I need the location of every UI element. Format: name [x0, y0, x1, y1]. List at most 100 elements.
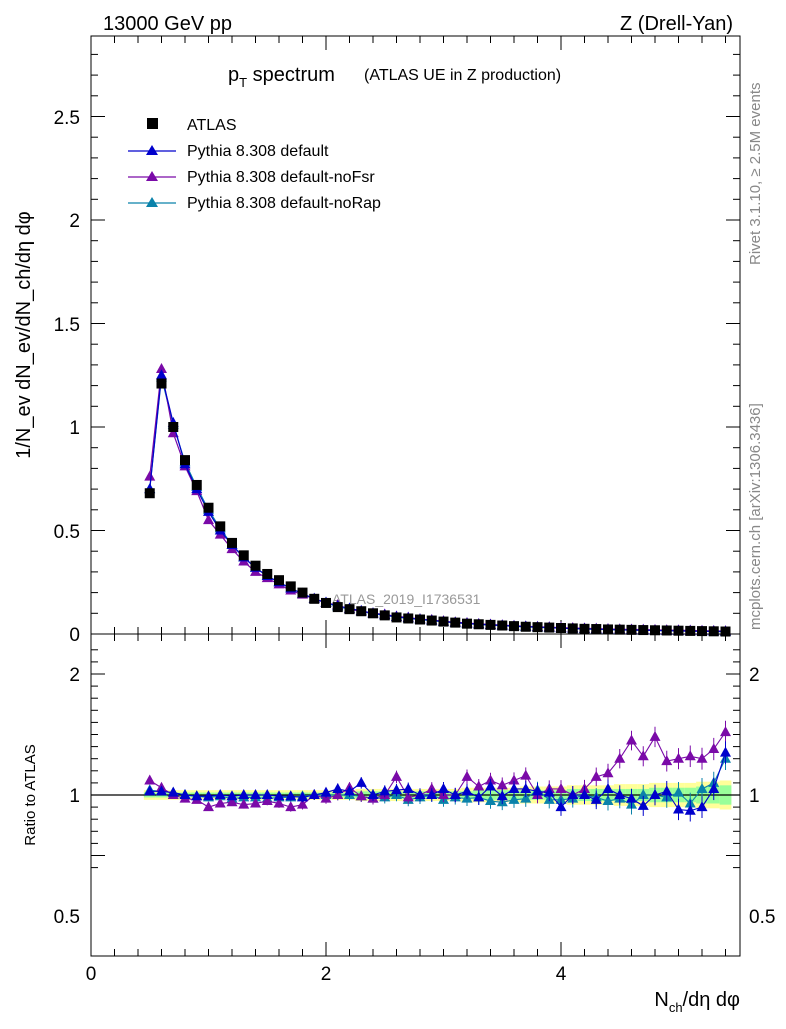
ratio-marker-2	[285, 801, 297, 812]
ratio-marker-1	[167, 786, 179, 797]
header-left: 13000 GeV pp	[103, 13, 232, 35]
data-point	[673, 625, 684, 636]
ratio-marker-1	[555, 801, 567, 812]
ratio-marker-1	[238, 789, 250, 799]
mcplots-label: mcplots.cern.ch [arXiv:1306.3436]	[747, 403, 764, 630]
series-marker-2	[144, 470, 156, 481]
x-label-main: N	[654, 989, 668, 1011]
data-point	[415, 614, 425, 625]
ratio-marker-2	[250, 797, 261, 808]
title-sub: T	[239, 75, 247, 90]
ratio-marker-1	[543, 786, 555, 797]
data-point	[379, 610, 390, 621]
y-tick-label: 1	[69, 418, 80, 439]
ratio-marker-3	[673, 786, 684, 797]
ratio-y-tick-label: 2	[69, 665, 80, 686]
ratio-marker-1	[720, 746, 731, 757]
series-marker-2	[203, 514, 214, 525]
legend-label: Pythia 8.308 default	[187, 143, 329, 160]
legend-marker-triangle	[146, 197, 158, 207]
data-point	[532, 622, 543, 633]
data-point	[203, 502, 214, 513]
ratio-marker-1	[673, 803, 684, 814]
ratio-marker-2	[720, 726, 731, 737]
data-point	[520, 621, 531, 632]
x-tick-label: 2	[321, 964, 332, 985]
data-point	[297, 587, 308, 598]
data-point	[556, 622, 566, 633]
ratio-marker-1	[579, 789, 590, 799]
ratio-marker-1	[567, 789, 579, 799]
ratio-y-tick-label-right: 2	[749, 665, 760, 686]
ratio-y-tick-label: 1	[69, 786, 80, 807]
title-note: (ATLAS UE in Z production)	[364, 67, 561, 84]
data-point	[168, 422, 179, 432]
ratio-marker-2	[520, 769, 532, 780]
data-point	[485, 619, 496, 630]
ratio-marker-2	[708, 743, 720, 754]
ratio-marker-1	[485, 780, 496, 791]
legend-label: ATLAS	[187, 117, 237, 134]
legend-label: Pythia 8.308 default-noFsr	[187, 169, 375, 186]
ratio-marker-1	[684, 804, 696, 815]
ratio-marker-1	[391, 784, 402, 795]
data-point	[697, 626, 707, 637]
title-main: p	[228, 64, 239, 86]
data-point	[591, 624, 602, 635]
data-point	[391, 612, 402, 623]
y-tick-label: 1.5	[54, 315, 80, 336]
legend-marker-triangle	[146, 145, 158, 155]
data-point	[509, 621, 519, 632]
x-tick-label: 4	[556, 964, 567, 985]
ratio-marker-2	[473, 780, 485, 791]
ratio-marker-1	[426, 789, 438, 799]
data-point	[650, 625, 660, 636]
ratio-marker-2	[661, 755, 673, 766]
ratio-marker-2	[614, 752, 626, 763]
ratio-marker-1	[261, 789, 273, 799]
title-rest: spectrum	[247, 64, 335, 86]
ratio-marker-1	[273, 790, 285, 801]
data-point	[708, 626, 719, 637]
ratio-marker-1	[179, 789, 191, 799]
data-point	[238, 550, 249, 561]
data-point	[438, 616, 449, 627]
data-point	[720, 626, 731, 637]
legend: ATLAS Pythia 8.308 default Pythia 8.308 …	[128, 117, 381, 212]
data-point	[180, 455, 190, 466]
ratio-marker-2	[684, 750, 696, 761]
ratio-marker-2	[649, 730, 661, 741]
ratio-marker-2	[496, 779, 508, 790]
ratio-marker-1	[461, 785, 473, 796]
ratio-marker-2	[673, 752, 684, 763]
data-point	[462, 618, 472, 629]
ratio-marker-2	[602, 767, 614, 778]
data-point	[426, 615, 437, 626]
ratio-marker-1	[438, 782, 449, 793]
data-point	[344, 604, 355, 615]
data-point	[262, 568, 273, 579]
ratio-marker-1	[614, 789, 626, 799]
legend-marker-square	[147, 118, 158, 129]
ratio-marker-1	[297, 791, 308, 802]
ratio-marker-1	[156, 785, 167, 796]
rivet-label: Rivet 3.1.10, ≥ 2.5M events	[747, 83, 764, 266]
ratio-marker-3	[520, 792, 532, 803]
ratio-marker-1	[520, 782, 532, 793]
data-point	[356, 606, 367, 617]
ratio-marker-1	[402, 782, 414, 793]
x-tick-label: 0	[86, 964, 97, 985]
data-point	[285, 581, 296, 592]
data-point	[191, 479, 202, 490]
data-point	[309, 593, 320, 604]
ratio-y-tick-label-right: 0.5	[749, 907, 775, 928]
ratio-marker-1	[626, 792, 637, 803]
ratio-marker-1	[473, 791, 485, 802]
ratio-marker-1	[367, 789, 379, 799]
data-point	[614, 624, 625, 635]
ratio-marker-2	[144, 774, 156, 785]
ratio-marker-2	[203, 801, 214, 812]
data-point	[227, 537, 237, 548]
ratio-marker-3	[485, 795, 496, 806]
ratio-marker-2	[273, 797, 285, 808]
